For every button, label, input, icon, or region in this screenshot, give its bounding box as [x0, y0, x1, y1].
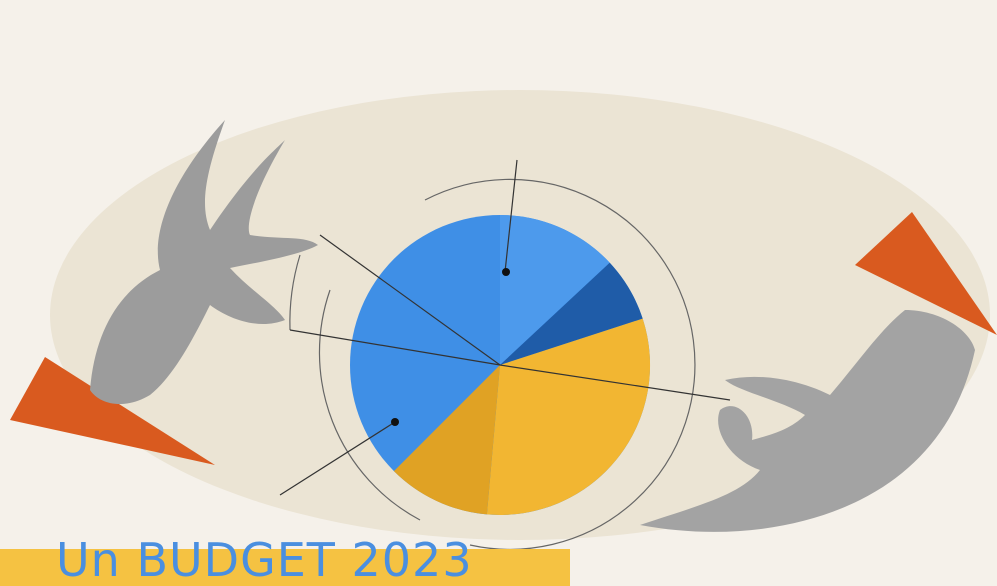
dot — [391, 418, 399, 426]
caption: Un BUDGET 2023 — [56, 533, 473, 586]
illustration: Un BUDGET 2023 — [0, 0, 997, 586]
dot — [502, 268, 510, 276]
